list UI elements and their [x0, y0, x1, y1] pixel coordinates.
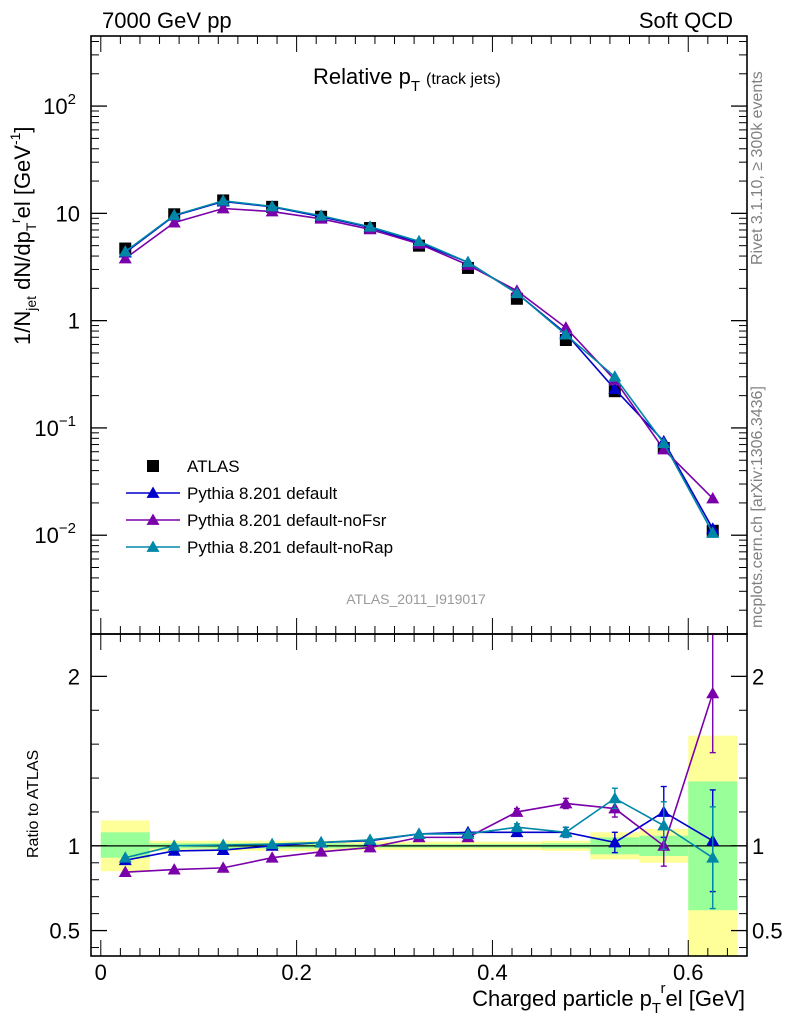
series-noRap — [118, 194, 720, 538]
ratio-point-noRap — [657, 819, 671, 831]
legend-marker-noRap — [146, 540, 160, 552]
data-point-noFsr — [657, 442, 671, 455]
ratio-point-noFsr — [314, 845, 328, 857]
data-point-noRap — [559, 328, 573, 340]
data-point-noFsr — [167, 216, 181, 228]
data-point-noRap — [510, 286, 524, 299]
ratio-point-noFsr — [265, 851, 279, 863]
data-point-noRap — [461, 255, 475, 268]
legend: ATLAS Pythia 8.201 default Pythia 8.201 de… — [126, 457, 393, 557]
data-point-noRap — [265, 199, 279, 212]
legend-item-noRap: Pythia 8.201 default-noRap — [126, 538, 393, 557]
legend-label-default: Pythia 8.201 default — [187, 484, 338, 503]
data-point-noRap — [363, 220, 377, 232]
main-y-tick-label: 10 — [56, 201, 80, 226]
ratio-point-noRap — [510, 820, 524, 833]
ratio-point-noRap — [167, 839, 181, 851]
legend-marker-default — [146, 486, 160, 498]
ratio-point-noFsr — [216, 861, 230, 873]
data-point-noRap — [216, 194, 230, 206]
main-y-tick-label: 102 — [43, 91, 76, 119]
header-energy-label: 7000 GeV pp — [102, 8, 232, 33]
data-point-noRap — [706, 526, 720, 538]
ratio-point-noRap — [608, 791, 622, 804]
ratio-point-default — [608, 835, 622, 848]
legend-marker-atlas — [147, 460, 159, 472]
data-point-noRap — [118, 245, 132, 257]
ratio-point-noRap — [412, 827, 426, 839]
ratio-y-tick-label: 1 — [68, 834, 80, 859]
ratio-point-noFsr — [118, 865, 132, 877]
ratio-point-noRap — [706, 851, 720, 863]
ratio-x-axis-label: Charged particle pTrel [GeV] — [472, 980, 745, 1017]
legend-item-atlas: ATLAS — [147, 457, 240, 476]
ratio-point-noRap — [314, 835, 328, 848]
ratio-plot: 0.5 0.5 1 1 2 2 0 0.2 0.4 0.6 Ratio to ATLAS Char… — [25, 633, 783, 1017]
data-point-noFsr — [118, 251, 132, 264]
plot-title-extra: (track jets) — [426, 71, 501, 88]
data-point-noRap — [608, 370, 622, 382]
ratio-x-tick-label: 0.2 — [281, 960, 312, 985]
series-line-noFsr — [124, 207, 714, 500]
data-point-noFsr — [559, 321, 573, 333]
ratio-series-noRap — [118, 787, 720, 910]
data-point-noRap — [314, 209, 328, 221]
plot-title-main: Relative p — [313, 64, 411, 89]
header-category-label: Soft QCD — [639, 8, 733, 33]
legend-label-noRap: Pythia 8.201 default-noRap — [187, 538, 393, 557]
ratio-point-noFsr — [363, 841, 377, 853]
ratio-point-noFsr — [510, 805, 524, 817]
main-y-axis-label: 1/Njet dN/dpTrel [GeV-1] — [7, 126, 39, 345]
ratio-point-noRap — [363, 833, 377, 845]
legend-label-noFsr: Pythia 8.201 default-noFsr — [187, 511, 387, 530]
ratio-x-tick-label: 0.4 — [477, 960, 508, 985]
main-y-tick-label: 10−1 — [34, 413, 76, 441]
main-plot: 10−2 10−1 1 10 102 Relative pT (track jets) 1… — [7, 35, 748, 635]
ratio-y-tick-label-right: 1 — [752, 834, 764, 859]
ratio-y-axis-label: Ratio to ATLAS — [25, 750, 42, 858]
ratio-point-noRap — [559, 825, 573, 838]
ratio-point-noRap — [216, 838, 230, 850]
rivet-info-label: Rivet 3.1.10, ≥ 300k events — [749, 71, 766, 265]
ratio-y-tick-label: 0.5 — [49, 919, 80, 944]
ratio-point-noRap — [118, 851, 132, 863]
data-point-noRap — [412, 234, 426, 247]
legend-item-noFsr: Pythia 8.201 default-noFsr — [126, 511, 387, 530]
main-y-tick-label: 10−2 — [34, 520, 76, 548]
analysis-id-label: ATLAS_2011_I919017 — [346, 591, 486, 607]
ratio-y-tick-label-right: 0.5 — [752, 919, 783, 944]
data-point-default — [608, 382, 622, 394]
ratio-point-noRap — [265, 837, 279, 850]
plot-title: Relative pT (track jets) — [313, 64, 501, 95]
ratio-x-tick-label: 0.6 — [673, 960, 704, 985]
data-point-noFsr — [216, 201, 230, 214]
mcplots-info-label: mcplots.cern.ch [arXiv:1306.3436] — [749, 386, 766, 628]
ratio-y-tick-label-right: 2 — [752, 664, 764, 689]
ratio-x-tick-label: 0 — [95, 960, 107, 985]
main-y-tick-label: 1 — [68, 309, 80, 334]
legend-item-default: Pythia 8.201 default — [126, 484, 338, 503]
ratio-y-tick-label: 2 — [68, 664, 80, 689]
ratio-plot-frame — [90, 633, 748, 957]
legend-label-atlas: ATLAS — [187, 457, 240, 476]
ratio-point-noFsr — [167, 863, 181, 875]
ratio-point-noFsr — [706, 686, 720, 699]
data-point-noRap — [657, 436, 671, 449]
data-point-noFsr — [706, 491, 720, 504]
plot-title-sub: T — [411, 78, 420, 95]
legend-marker-noFsr — [146, 513, 160, 525]
ratio-point-noFsr — [559, 796, 573, 809]
data-point-noRap — [167, 208, 181, 221]
ratio-point-noRap — [461, 827, 475, 839]
